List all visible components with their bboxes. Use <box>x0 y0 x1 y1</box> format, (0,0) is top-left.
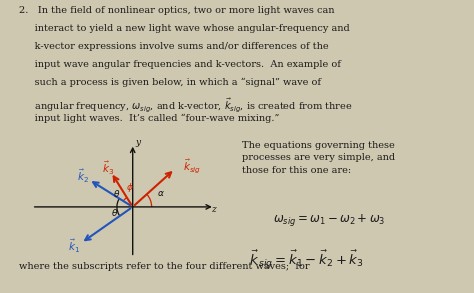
Text: angular frequency, $\omega_{sig}$, and k-vector, $\vec{k}_{sig}$, is created fro: angular frequency, $\omega_{sig}$, and k… <box>19 96 352 113</box>
Text: $\vec{k}_1$: $\vec{k}_1$ <box>68 238 80 255</box>
Text: $\theta$: $\theta$ <box>110 207 118 218</box>
Text: input light waves.  It’s called “four-wave mixing.”: input light waves. It’s called “four-wav… <box>19 114 279 123</box>
Text: $\vec{k}_3$: $\vec{k}_3$ <box>102 159 114 177</box>
Text: 2.   In the field of nonlinear optics, two or more light waves can: 2. In the field of nonlinear optics, two… <box>19 6 335 15</box>
Text: k-vector expressions involve sums and/or differences of the: k-vector expressions involve sums and/or… <box>19 42 328 51</box>
Text: y: y <box>135 138 140 147</box>
Text: $\phi$: $\phi$ <box>126 181 133 194</box>
Text: $\vec{k}_{\,sig} = \vec{k}_1 - \vec{k}_2 + \vec{k}_3$: $\vec{k}_{\,sig} = \vec{k}_1 - \vec{k}_2… <box>249 249 364 271</box>
Text: $\vec{k}_2$: $\vec{k}_2$ <box>77 168 89 185</box>
Text: The equations governing these
processes are very simple, and
those for this one : The equations governing these processes … <box>242 141 395 175</box>
Text: $\omega_{sig} = \omega_1 - \omega_2 + \omega_3$: $\omega_{sig} = \omega_1 - \omega_2 + \o… <box>273 212 385 228</box>
Text: z: z <box>211 205 216 214</box>
Text: interact to yield a new light wave whose angular-frequency and: interact to yield a new light wave whose… <box>19 24 350 33</box>
Text: $\theta$: $\theta$ <box>113 188 120 200</box>
Text: $\vec{k}_{sig}$: $\vec{k}_{sig}$ <box>182 157 201 175</box>
Text: $\alpha$: $\alpha$ <box>157 189 164 198</box>
Text: where the subscripts refer to the four different waves;  for: where the subscripts refer to the four d… <box>19 263 310 271</box>
Text: input wave angular frequencies and k-vectors.  An example of: input wave angular frequencies and k-vec… <box>19 60 341 69</box>
Text: such a process is given below, in which a “signal” wave of: such a process is given below, in which … <box>19 78 321 87</box>
